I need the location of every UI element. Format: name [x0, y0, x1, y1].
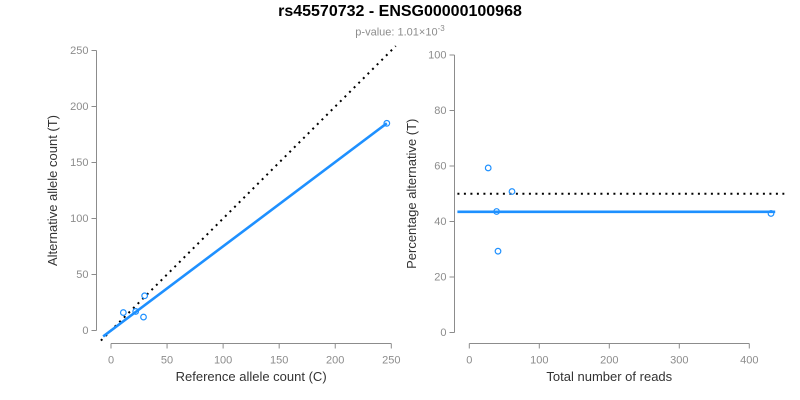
x-tick-label: 250: [382, 355, 400, 367]
x-tick-label: 300: [670, 355, 688, 367]
x-axis-title: Total number of reads: [546, 369, 672, 384]
y-tick-label: 60: [434, 161, 446, 173]
data-point: [767, 210, 775, 217]
data-point: [494, 247, 502, 255]
y-tick-label: 200: [70, 101, 88, 113]
y-tick-label: 80: [434, 105, 446, 117]
y-tick-label: 0: [82, 325, 88, 337]
y-tick-label: 50: [76, 269, 88, 281]
identity-line: [100, 45, 397, 342]
p-value-base: 1.01×10: [397, 26, 438, 39]
data-point: [141, 292, 149, 300]
data-point: [132, 308, 140, 315]
x-tick-label: 100: [214, 355, 232, 367]
p-value-prefix: p-value:: [355, 26, 398, 39]
fit-line: [102, 122, 388, 338]
right-panel-percentage-vs-total-reads: 0 20 40 60 80 100 0 100 200 300 400 Total number of…: [404, 50, 785, 384]
x-tick-label: 400: [740, 355, 758, 367]
x-tick-label: 200: [600, 355, 618, 367]
data-point: [383, 119, 391, 127]
y-tick-label: 40: [434, 216, 446, 228]
p-value-exponent: -3: [437, 24, 445, 33]
x-tick-label: 50: [161, 355, 173, 367]
x-tick-label: 100: [530, 355, 548, 367]
data-point: [508, 188, 516, 195]
data-point: [493, 208, 501, 215]
x-tick-label: 0: [108, 355, 114, 367]
x-tick-label: 0: [466, 355, 472, 367]
y-tick-label: 250: [70, 45, 88, 57]
y-tick-label: 20: [434, 272, 446, 284]
x-tick-label: 150: [270, 355, 288, 367]
data-point: [119, 309, 127, 316]
figure-title: rs45570732 - ENSG00000100968: [278, 3, 522, 20]
y-tick-label: 100: [428, 50, 446, 62]
x-axis-title: Reference allele count (C): [176, 369, 327, 384]
x-tick-label: 200: [326, 355, 344, 367]
p-value-subtitle: p-value: 1.01×10-3: [0, 24, 800, 39]
y-tick-label: 100: [70, 213, 88, 225]
y-tick-label: 0: [440, 327, 446, 339]
y-axis-title: Alternative allele count (T): [45, 115, 60, 266]
data-point: [484, 164, 492, 172]
left-panel-alt-vs-ref-counts: 0 50 100 150 200 250 0 50 100 150 200 250 Reference …: [45, 45, 400, 384]
data-point: [140, 313, 147, 321]
y-axis-title: Percentage alternative (T): [404, 119, 419, 269]
y-tick-label: 150: [70, 157, 88, 169]
